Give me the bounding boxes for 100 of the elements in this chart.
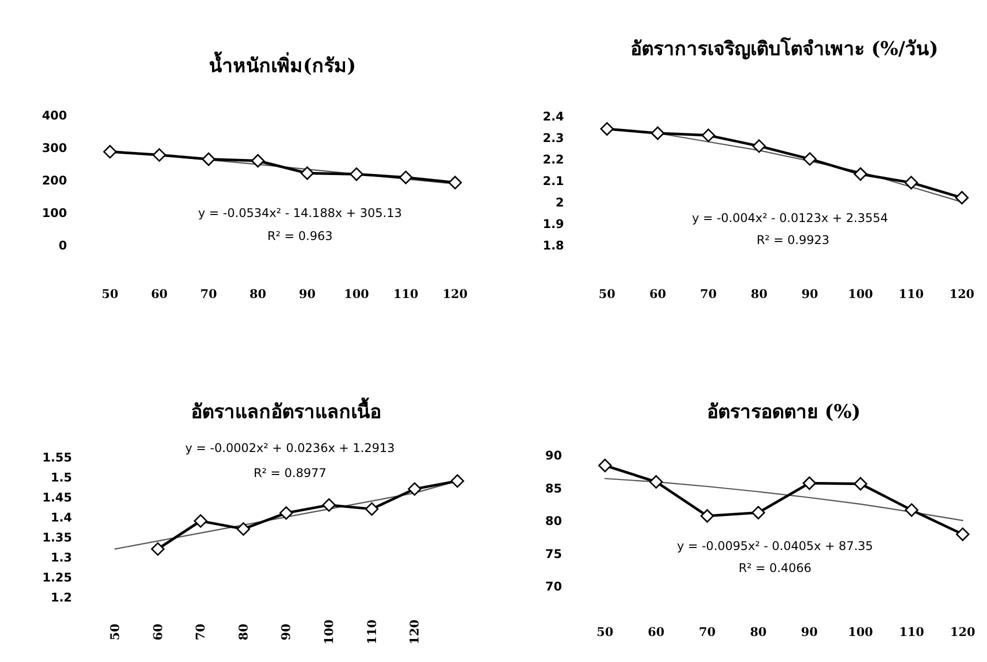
point <box>408 482 422 496</box>
y-tick-label: 1.55 <box>42 450 72 464</box>
point <box>399 170 413 184</box>
x-tick-label: 100 <box>322 619 336 645</box>
x-tick-label: 120 <box>408 619 422 645</box>
point <box>802 476 816 490</box>
annotation: y = -0.0534x² - 14.188x + 305.13 <box>198 206 402 220</box>
x-tick-label: 110 <box>364 619 379 645</box>
y-tick-label: 90 <box>545 448 562 462</box>
point <box>752 139 766 153</box>
point <box>955 190 969 204</box>
point <box>251 154 265 168</box>
x-tick-label: 60 <box>648 625 664 639</box>
point <box>649 475 663 489</box>
x-tick-label: 60 <box>150 624 165 640</box>
chart-title: อัตรารอดตาย (%) <box>707 401 861 423</box>
x-tick-label: 100 <box>848 625 874 639</box>
x-tick-label: 60 <box>150 287 168 301</box>
point <box>350 167 364 181</box>
x-tick-label: 60 <box>649 287 666 301</box>
point <box>904 176 918 190</box>
chart-title: อัตราการเจริญเติบโตจำเพาะ (%/วัน) <box>630 37 938 60</box>
point <box>803 152 817 166</box>
point <box>956 528 970 542</box>
y-tick-label: 1.4 <box>50 510 72 524</box>
x-tick-label: 100 <box>344 287 370 301</box>
x-tick-label: 80 <box>250 287 266 301</box>
point <box>365 502 379 516</box>
point <box>702 128 716 142</box>
x-tick-label: 110 <box>393 287 418 301</box>
point <box>450 474 464 488</box>
point <box>448 176 462 190</box>
point <box>600 122 614 136</box>
text: y = -0.0002x² + 0.0236x + 1.2913 <box>185 441 395 455</box>
point <box>598 458 612 472</box>
x-tick-label: 70 <box>194 624 208 640</box>
x-tick-label: 50 <box>108 624 122 640</box>
x-tick-label: 120 <box>442 287 468 301</box>
y-tick-label: 2.1 <box>542 174 564 188</box>
point <box>854 477 868 491</box>
y-tick-label: 80 <box>545 514 562 528</box>
x-tick-label: 100 <box>848 287 874 301</box>
y-tick-label: 1.2 <box>50 590 72 604</box>
x-tick-label: 70 <box>200 287 217 301</box>
y-tick-label: 1.45 <box>42 490 72 504</box>
y-tick-label: 1.35 <box>42 530 72 544</box>
point <box>650 126 664 140</box>
y-tick-label: 0 <box>58 238 67 252</box>
point <box>300 166 314 180</box>
x-tick-label: 80 <box>750 287 768 301</box>
annotation: y = -0.0095x² - 0.0405x + 87.35 <box>676 539 874 553</box>
y-tick-label: 2 <box>556 196 564 210</box>
y-tick-label: 200 <box>42 174 67 188</box>
point <box>152 148 166 162</box>
x-tick-label: 90 <box>279 624 294 640</box>
chart-title: อัตราแลกอัตราแลกเนื้อ <box>191 397 382 423</box>
annotation: R² = 0.963 <box>267 229 333 243</box>
x-tick-label: 90 <box>801 625 818 639</box>
y-tick-label: 85 <box>545 481 562 496</box>
y-tick-label: 70 <box>545 580 562 594</box>
point <box>700 509 714 523</box>
y-tick-label: 2.2 <box>542 152 564 166</box>
y-tick-label: 1.5 <box>50 470 72 484</box>
x-tick-label: 50 <box>596 625 614 639</box>
x-tick-label: 80 <box>750 625 767 639</box>
x-tick-label: 70 <box>700 287 717 301</box>
annotation: y = -0.004x² - 0.0123x + 2.3554 <box>692 211 888 225</box>
point <box>103 144 117 158</box>
point <box>279 506 293 520</box>
y-tick-label: 1.8 <box>542 238 564 252</box>
y-tick-label: 1.3 <box>50 550 72 564</box>
chart-title: น้ำหนักเพิ่ม(กรัม) <box>209 51 356 77</box>
annotation: R² = 0.8977 <box>254 466 326 480</box>
y-tick-label: 400 <box>42 108 67 122</box>
y-tick-label: 100 <box>42 206 67 220</box>
y-tick-label: 1.9 <box>542 217 564 231</box>
point <box>322 498 336 512</box>
point <box>236 522 250 536</box>
x-tick-label: 90 <box>801 287 818 301</box>
annotation: R² = 0.9923 <box>756 233 830 247</box>
x-tick-label: 50 <box>598 287 616 301</box>
point <box>194 514 208 528</box>
x-tick-label: 90 <box>298 287 316 301</box>
y-tick-label: 75 <box>545 546 562 561</box>
x-tick-label: 70 <box>698 625 716 639</box>
annotation: R² = 0.4066 <box>738 561 812 575</box>
point <box>151 542 165 556</box>
point <box>904 503 918 517</box>
x-tick-label: 50 <box>102 287 118 301</box>
x-tick-label: 120 <box>950 625 976 639</box>
x-tick-label: 110 <box>899 625 924 639</box>
y-tick-label: 2.4 <box>542 110 564 124</box>
x-tick-label: 80 <box>236 624 250 640</box>
x-tick-label: 110 <box>898 287 924 301</box>
y-tick-label: 300 <box>42 141 67 155</box>
x-tick-label: 120 <box>949 287 974 301</box>
point <box>752 506 766 520</box>
y-tick-label: 2.3 <box>542 131 564 145</box>
y-tick-label: 1.25 <box>42 570 72 584</box>
point <box>202 152 216 166</box>
